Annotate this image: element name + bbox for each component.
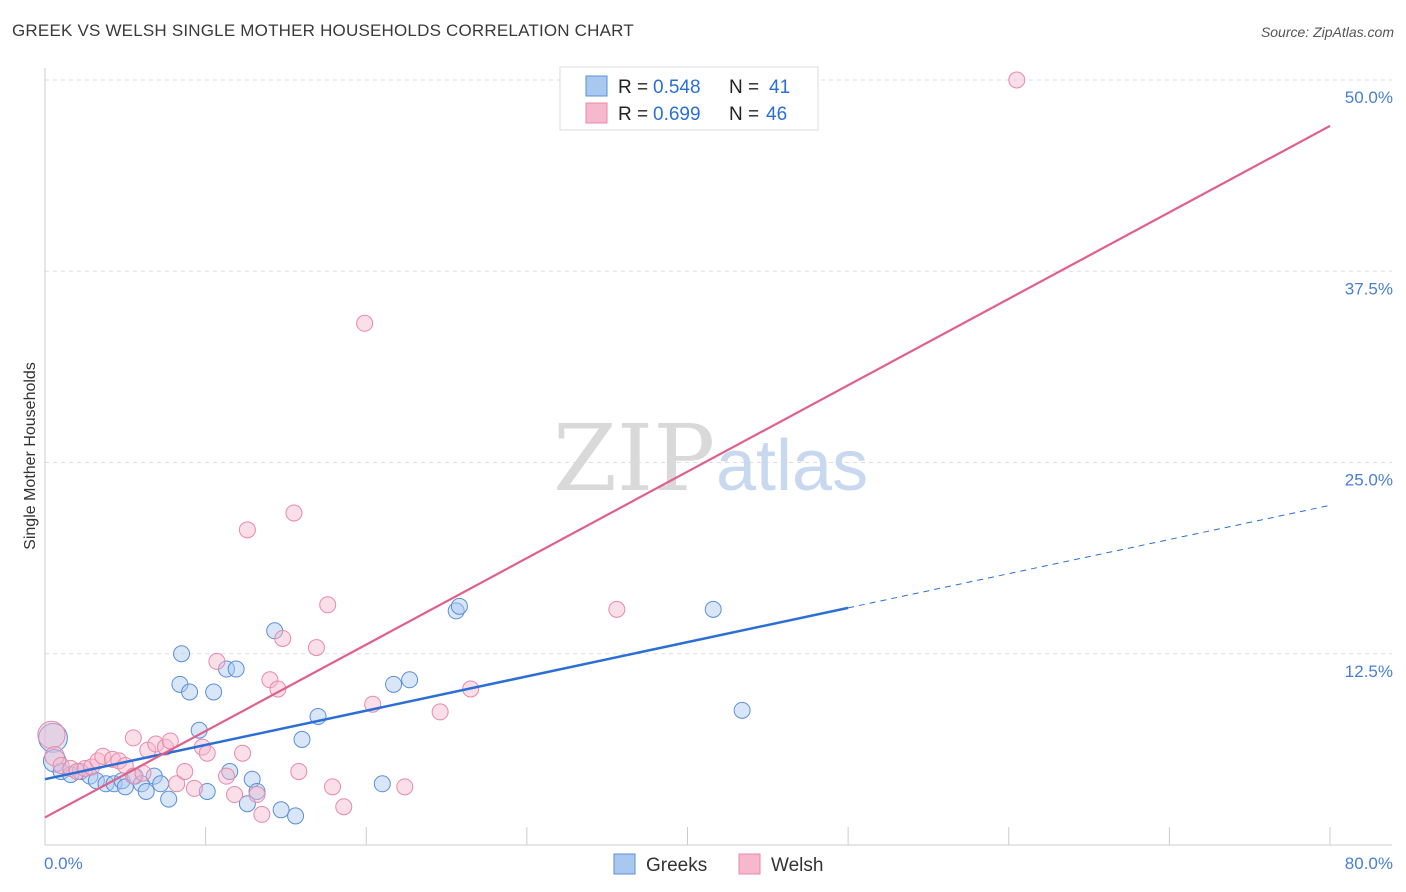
welsh-trend-line [44, 124, 1331, 819]
legend-n-label-welsh: N = [729, 104, 759, 125]
greeks-trend-line [44, 606, 849, 781]
welsh-point-37 [319, 596, 337, 614]
greeks-point-19 [181, 683, 199, 701]
legend-label-welsh: Welsh [771, 855, 823, 876]
welsh-point-2 [52, 756, 70, 774]
welsh-point-33 [274, 629, 292, 647]
x-tick-label-min: 0.0% [44, 854, 83, 873]
greeks-point-22 [205, 683, 223, 701]
welsh-point-45 [608, 600, 626, 618]
welsh-point-16 [147, 735, 165, 753]
welsh-point-24 [208, 652, 226, 670]
chart-title: GREEK VS WELSH SINGLE MOTHER HOUSEHOLDS … [12, 21, 634, 40]
legend-swatch-greeks-bottom [613, 853, 636, 875]
greeks-point-38 [450, 597, 468, 615]
greeks-point-16 [160, 790, 178, 808]
greeks-point-39 [704, 600, 722, 618]
greeks-point-13 [137, 782, 155, 800]
welsh-point-8 [94, 747, 112, 765]
greeks-point-32 [293, 730, 311, 748]
legend-n-value-greeks: 41 [769, 77, 790, 98]
chart-source: Source: ZipAtlas.com [1260, 24, 1394, 40]
welsh-point-35 [290, 763, 308, 781]
welsh-point-21 [185, 779, 203, 797]
welsh-point-27 [234, 744, 252, 762]
y-tick-label-3: 50.0% [1345, 88, 1393, 107]
legend-swatch-greeks [585, 75, 608, 97]
watermark-zip: ZIP [553, 405, 715, 512]
greeks-point-31 [287, 807, 305, 825]
welsh-point-0 [37, 720, 66, 749]
welsh-point-46 [1008, 71, 1026, 89]
welsh-point-29 [248, 786, 266, 804]
greeks-trend-extension [848, 504, 1331, 609]
welsh-point-38 [324, 778, 342, 796]
correlation-legend: R = 0.548 N = 41 R = 0.699 N = 46 [559, 66, 819, 131]
y-tick-label-2: 37.5% [1345, 279, 1393, 298]
legend-r-value-greeks: 0.548 [653, 77, 701, 98]
welsh-point-40 [356, 314, 374, 332]
tick-labels: 12.5% 25.0% 37.5% 50.0% 0.0% 80.0% [44, 88, 1393, 873]
legend-swatch-welsh [585, 102, 608, 124]
welsh-point-23 [198, 744, 216, 762]
legend-r-label-greeks: R = [618, 77, 648, 98]
welsh-point-26 [226, 786, 244, 804]
greeks-point-18 [173, 645, 191, 663]
trend-lines [44, 124, 1331, 819]
greeks-point-36 [401, 671, 419, 689]
y-axis-title: Single Mother Households [22, 362, 39, 550]
welsh-point-36 [307, 639, 325, 657]
welsh-point-28 [238, 521, 256, 539]
welsh-point-1 [44, 746, 65, 767]
greeks-point-37 [447, 602, 465, 620]
greeks-point-25 [227, 660, 245, 678]
watermark-atlas: atlas [716, 426, 868, 506]
welsh-points [37, 71, 1026, 823]
y-tick-label-0: 12.5% [1345, 662, 1393, 681]
welsh-point-43 [431, 703, 449, 721]
greeks-point-40 [733, 701, 751, 719]
welsh-point-13 [124, 729, 142, 747]
greeks-point-21 [198, 782, 216, 800]
welsh-point-30 [253, 805, 271, 823]
legend-swatch-welsh-bottom [738, 853, 761, 875]
welsh-point-34 [285, 504, 303, 522]
legend-n-value-welsh: 46 [766, 104, 787, 125]
series-legend: Greeks Welsh [613, 853, 823, 876]
welsh-point-20 [176, 763, 194, 781]
y-tick-label-1: 25.0% [1345, 471, 1393, 490]
welsh-point-42 [396, 778, 414, 796]
welsh-point-39 [335, 798, 353, 816]
greeks-point-15 [152, 775, 170, 793]
greeks-points [38, 597, 751, 825]
x-tick-label-max: 80.0% [1345, 854, 1393, 873]
welsh-point-25 [218, 767, 236, 785]
legend-r-label-welsh: R = [618, 104, 648, 125]
legend-n-label-greeks: N = [729, 77, 759, 98]
greeks-point-35 [385, 675, 403, 693]
watermark: ZIP atlas [553, 405, 868, 512]
greeks-point-30 [272, 801, 290, 819]
gridlines [45, 79, 1392, 655]
greeks-point-24 [221, 763, 239, 781]
axes [44, 68, 1392, 846]
legend-label-greeks: Greeks [646, 855, 707, 876]
greeks-point-34 [373, 775, 391, 793]
legend-r-value-welsh: 0.699 [653, 104, 701, 125]
welsh-point-19 [168, 775, 186, 793]
